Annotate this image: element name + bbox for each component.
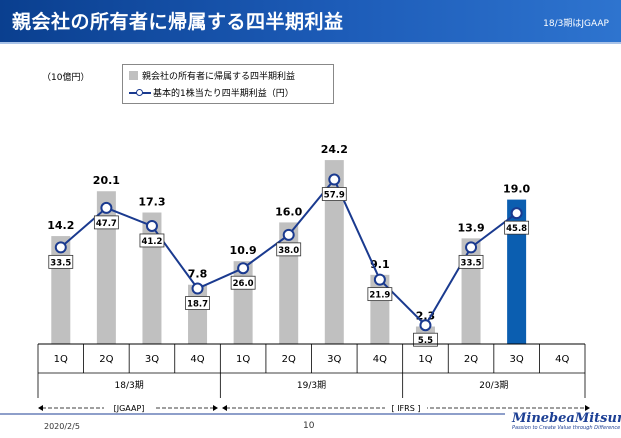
bar (324, 160, 344, 344)
brand-slogan: Passion to Create Value through Differen… (512, 425, 621, 431)
eps-point (191, 282, 204, 295)
bar (507, 199, 527, 344)
eps-value-label: 41.2 (141, 237, 162, 247)
legend-line-marker (129, 88, 151, 97)
eps-value-label: 33.5 (50, 258, 71, 268)
eps-label-box (413, 332, 438, 347)
arrow-head (222, 405, 227, 411)
eps-value-label: 26.0 (233, 279, 254, 289)
legend-item-bar: 親会社の所有者に帰属する四半期利益 (129, 68, 295, 82)
bar-value-label: 14.2 (47, 219, 74, 232)
x-tick-label: 1Q (418, 354, 432, 365)
x-tick-label: 4Q (190, 354, 204, 365)
unit-label: （10億円） (42, 73, 90, 83)
accounting-note: 18/3期はJGAAP (543, 19, 609, 29)
x-tick-label: 2Q (282, 354, 296, 365)
bar (461, 238, 481, 344)
arrow-head (38, 405, 43, 411)
arrow-head (585, 405, 590, 411)
jgaap-label: [JGAAP] (114, 404, 145, 413)
eps-point (328, 173, 341, 186)
brand-name: MinebeaMitsumi (512, 411, 621, 426)
eps-point (282, 228, 295, 241)
bar-value-label: 7.8 (188, 268, 208, 281)
bar-value-label: 19.0 (503, 183, 530, 196)
eps-label-box (139, 233, 165, 248)
x-tick-label: 2Q (464, 354, 478, 365)
bar-value-label: 10.9 (230, 244, 257, 257)
eps-point (145, 219, 158, 232)
period-label: 18/3期 (115, 380, 144, 391)
eps-point (54, 241, 67, 254)
bar-value-label: 16.0 (275, 205, 302, 218)
jgaap-label-bg (104, 402, 154, 414)
eps-value-label: 5.5 (418, 336, 433, 346)
period-label: 19/3期 (297, 380, 326, 391)
header-divider (0, 42, 621, 44)
eps-point (510, 207, 523, 220)
x-tick-label: 4Q (373, 354, 387, 365)
legend-bar-swatch (129, 70, 138, 80)
x-tick-label: 1Q (236, 354, 250, 365)
eps-label-box (458, 254, 484, 269)
eps-label-box (276, 242, 302, 257)
eps-value-label: 47.7 (96, 219, 117, 229)
bar (142, 212, 162, 344)
legend: 親会社の所有者に帰属する四半期利益 基本的1株当たり四半期利益（円） (122, 64, 334, 104)
arrow-head (213, 405, 218, 411)
x-tick-label: 1Q (54, 354, 68, 365)
eps-value-label: 45.8 (506, 224, 527, 234)
eps-label-box (321, 187, 347, 201)
bar (96, 191, 116, 344)
eps-point (419, 319, 432, 332)
eps-value-label: 57.9 (324, 191, 345, 201)
legend-bar-label: 親会社の所有者に帰属する四半期利益 (142, 71, 296, 82)
bar-value-label: 17.3 (138, 196, 165, 209)
eps-label-box (48, 254, 74, 269)
eps-label-box (185, 296, 210, 310)
x-tick-label: 4Q (555, 354, 569, 365)
footer-date: 2020/2/5 (44, 422, 80, 431)
eps-value-label: 18.7 (187, 300, 208, 310)
eps-value-label: 21.9 (369, 291, 390, 301)
eps-label-box (230, 275, 256, 290)
page-title: 親会社の所有者に帰属する四半期利益 (12, 11, 344, 33)
eps-value-label: 38.0 (278, 246, 299, 256)
ifrs-label-bg (385, 402, 427, 414)
title-bar: 親会社の所有者に帰属する四半期利益 18/3期はJGAAP (0, 0, 621, 42)
eps-point (100, 201, 113, 214)
eps-point (373, 273, 386, 286)
bar-value-label: 20.1 (93, 174, 120, 187)
bar-value-label: 24.2 (321, 143, 348, 156)
eps-label-box (367, 287, 393, 302)
x-tick-label: 3Q (327, 354, 341, 365)
brand-logo: MinebeaMitsumi Passion to Create Value t… (512, 411, 621, 431)
period-label: 20/3期 (479, 380, 508, 391)
legend-item-line: 基本的1株当たり四半期利益（円） (129, 85, 294, 99)
page-number: 10 (303, 421, 315, 431)
x-tick-label: 2Q (99, 354, 113, 365)
ifrs-label: [ IFRS ] (392, 404, 421, 413)
eps-label-box (504, 220, 530, 235)
eps-label-box (93, 215, 119, 230)
legend-line-label: 基本的1株当たり四半期利益（円） (153, 88, 294, 99)
eps-point (237, 262, 250, 275)
eps-point (465, 241, 478, 254)
bar-value-label: 13.9 (457, 221, 484, 234)
x-tick-label: 3Q (510, 354, 524, 365)
x-tick-label: 3Q (145, 354, 159, 365)
eps-value-label: 33.5 (461, 258, 482, 268)
